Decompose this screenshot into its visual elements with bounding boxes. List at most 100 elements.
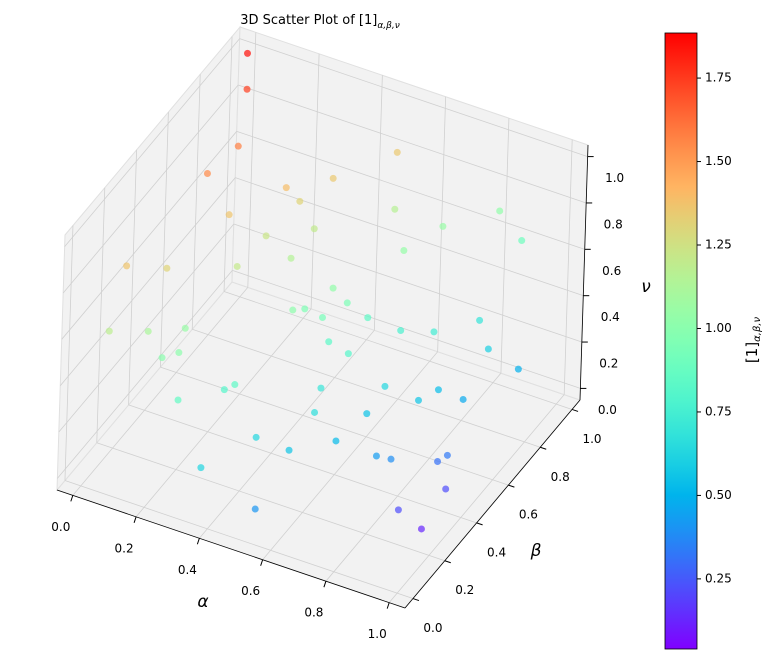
grid-line (310, 53, 320, 309)
y-tick (540, 446, 547, 450)
grid-line (72, 287, 249, 496)
point (243, 85, 251, 93)
z-tick-label: 0.8 (604, 217, 623, 231)
x-tick-label: 0.4 (178, 563, 197, 577)
point (329, 284, 337, 292)
y-tick (444, 560, 451, 564)
grid-line (223, 291, 573, 410)
y-tick-label: 0.4 (487, 545, 506, 559)
point (400, 247, 408, 254)
grid-line (135, 308, 312, 518)
y-tick-label: 0.2 (455, 583, 474, 597)
x-tick (386, 602, 390, 609)
point (434, 458, 442, 465)
grid-line (96, 442, 445, 562)
colorbar-label: [1]α,β,ν (743, 317, 764, 364)
grid-line (233, 223, 582, 343)
point (415, 396, 422, 404)
point (319, 314, 326, 321)
grid-line (57, 270, 233, 479)
point (282, 184, 290, 192)
point (434, 386, 442, 394)
grid-line (128, 404, 477, 524)
point (439, 222, 447, 230)
grid-line (62, 84, 239, 294)
point (262, 232, 270, 240)
grid-line (239, 38, 588, 157)
point (394, 506, 402, 514)
point (317, 384, 325, 392)
axis-line (56, 489, 406, 609)
z-tick-label: 0.4 (601, 310, 620, 324)
grid-line (238, 84, 587, 204)
point (244, 49, 251, 57)
grid-line (247, 32, 257, 288)
z-tick-label: 1.0 (605, 171, 624, 185)
y-tick-label: 0.6 (519, 508, 538, 522)
grid-line (563, 139, 573, 395)
chart-title: 3D Scatter Plot of [1]α,β,ν (240, 13, 400, 31)
x-tick (70, 495, 74, 502)
z-tick-label: 0.0 (598, 403, 617, 417)
point (251, 505, 259, 513)
colorbar-tick-label: 1.25 (705, 238, 732, 252)
point (484, 345, 492, 353)
colorbar-label-subscript: α,β,ν (752, 317, 763, 342)
grid-line (235, 177, 584, 297)
point (123, 262, 131, 270)
point (514, 365, 522, 373)
point (310, 225, 318, 233)
point (220, 386, 228, 394)
grid-line (64, 480, 414, 599)
grid-line (61, 131, 238, 340)
colorbar-tick-label: 0.25 (705, 571, 732, 585)
grid-line (64, 225, 74, 481)
colorbar-tick-label: 1.00 (705, 321, 732, 335)
axis-line (404, 399, 581, 609)
grid-line (58, 223, 235, 433)
colorbar-tick-label: 0.75 (705, 404, 732, 418)
point (476, 316, 484, 324)
grid (57, 32, 588, 603)
x-tick-label: 0.8 (304, 606, 323, 620)
point (393, 148, 401, 156)
colorbar-ticks: 0.25 0.50 0.75 1.00 1.25 1.50 1.75 (697, 71, 732, 585)
point (344, 350, 352, 358)
point (387, 455, 395, 463)
colorbar (664, 32, 698, 650)
colorbar-label-main: [1] (743, 342, 761, 363)
point (381, 382, 389, 390)
point (329, 174, 337, 182)
z-tick-label: 0.6 (602, 264, 621, 278)
point (144, 327, 152, 335)
point (285, 446, 293, 454)
point (287, 254, 295, 262)
point (397, 327, 405, 335)
colorbar-tick-label: 1.50 (705, 154, 732, 168)
grid-line (199, 330, 375, 539)
point (231, 381, 239, 389)
axes: 0.0 0.2 0.4 0.6 0.8 1.0 0.0 0.2 0.4 0.6 0.8 1.0 0.0 0… (51, 144, 624, 641)
grid-line (325, 372, 502, 582)
x-tick-label: 0.0 (51, 520, 70, 534)
grid-line (160, 112, 169, 368)
grid-line (96, 187, 106, 443)
x-tick (196, 538, 200, 545)
y-tick-label: 1.0 (582, 432, 601, 446)
grid-line (232, 270, 581, 389)
y-axis-label: β (530, 541, 542, 561)
point (325, 338, 333, 346)
point (225, 211, 233, 219)
y-tick (571, 408, 579, 412)
point (296, 197, 304, 205)
colorbar-tick-label: 1.75 (705, 71, 732, 85)
axis-line (579, 144, 589, 401)
point (430, 328, 438, 336)
grid-line (500, 118, 510, 374)
point (459, 395, 467, 403)
grid-line (64, 38, 240, 247)
point (332, 437, 340, 445)
point (391, 205, 399, 213)
grid-line (128, 149, 137, 405)
